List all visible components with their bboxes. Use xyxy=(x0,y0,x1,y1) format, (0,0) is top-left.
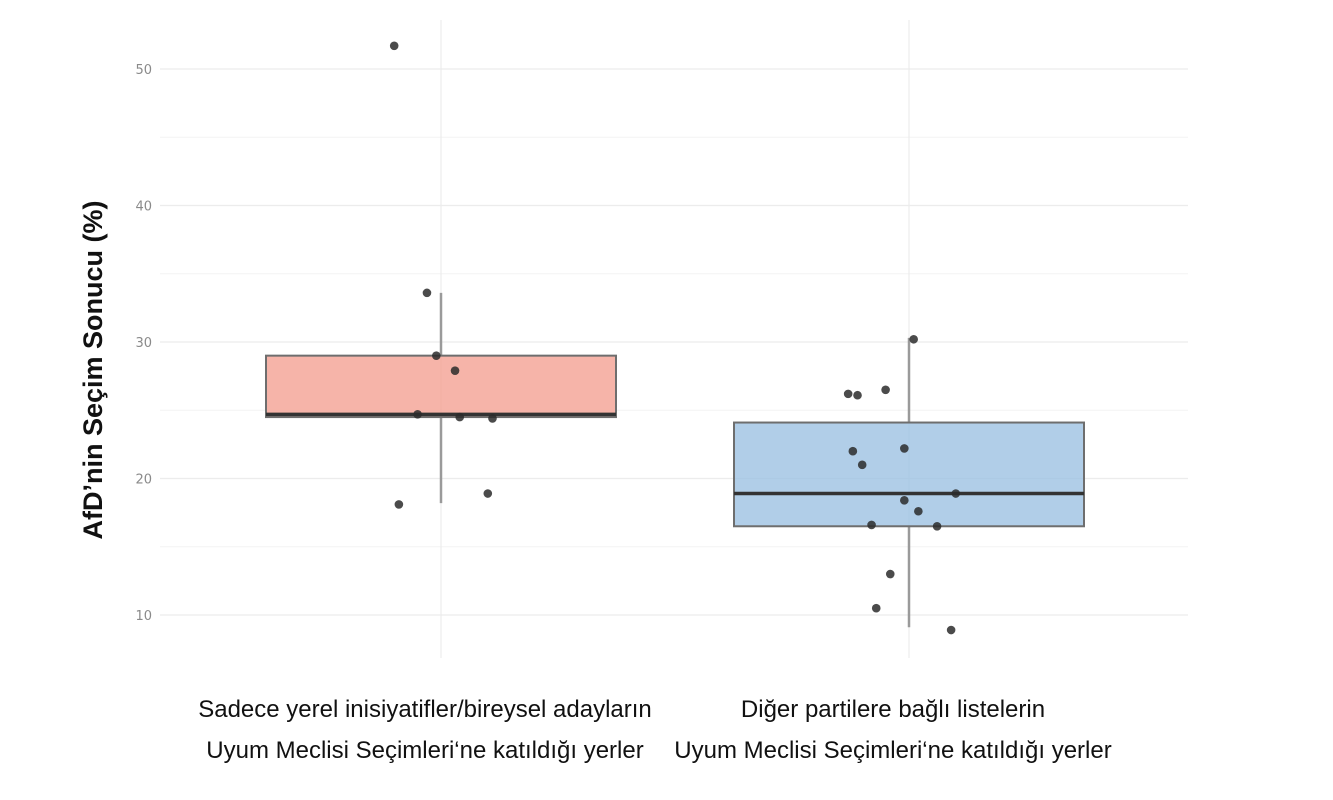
data-points xyxy=(389,41,961,635)
data-point xyxy=(394,500,404,509)
y-tick-label: 20 xyxy=(135,473,152,488)
data-point xyxy=(909,334,918,344)
y-tick-label: 30 xyxy=(135,336,152,351)
y-tick-label: 40 xyxy=(135,200,152,215)
y-tick-label: 50 xyxy=(135,63,152,78)
data-point xyxy=(914,506,923,516)
data-point xyxy=(951,489,961,498)
data-point xyxy=(900,444,909,453)
data-point xyxy=(857,460,867,470)
category-label: Uyum Meclisi Seçimleri‘ne katıldığı yerl… xyxy=(674,737,1111,764)
category-label: Uyum Meclisi Seçimleri‘ne katıldığı yerl… xyxy=(206,737,643,764)
data-point xyxy=(455,412,465,422)
data-point xyxy=(413,410,422,419)
data-point xyxy=(932,521,942,531)
y-axis: 10 20 30 40 50 xyxy=(135,63,152,624)
data-point xyxy=(450,366,460,375)
data-point xyxy=(483,489,493,498)
data-point xyxy=(422,288,432,298)
data-point xyxy=(853,390,862,400)
data-point xyxy=(867,520,876,530)
category-label: Sadece yerel inisiyatifler/bireysel aday… xyxy=(198,696,652,723)
category-label: Diğer partilere bağlı listelerin xyxy=(741,696,1045,723)
data-point xyxy=(885,569,895,579)
box-iqr xyxy=(265,354,617,419)
grid xyxy=(160,20,1188,658)
x-axis: Sadece yerel inisiyatifler/bireysel aday… xyxy=(198,696,1112,764)
data-point xyxy=(900,496,909,505)
data-point xyxy=(389,41,399,51)
data-point xyxy=(843,389,853,399)
box-iqr xyxy=(733,421,1085,528)
data-point xyxy=(848,446,858,456)
data-point xyxy=(946,625,956,635)
data-point xyxy=(432,351,441,360)
y-tick-label: 10 xyxy=(135,609,152,624)
data-point xyxy=(488,414,497,423)
data-point xyxy=(871,603,881,613)
data-point xyxy=(881,385,890,395)
boxes xyxy=(265,292,1085,628)
y-axis-title: AfD’nin Seçim Sonucu (%) xyxy=(78,200,108,539)
